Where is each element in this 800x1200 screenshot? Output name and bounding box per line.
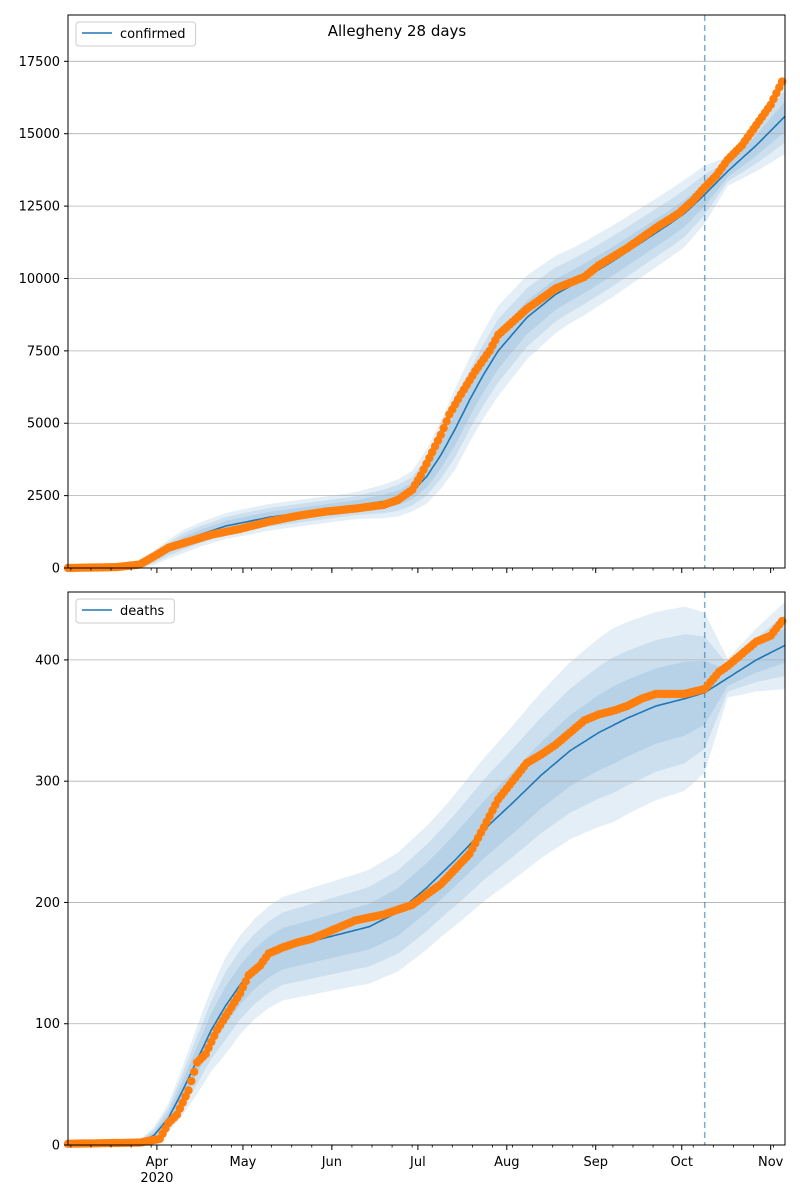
deaths-observed-point [190,1067,199,1077]
confirmed-legend: confirmed [75,21,197,47]
deaths-legend-label: deaths [120,604,165,619]
deaths-axes-frame [67,591,786,1146]
x-year-label: 2020 [140,1171,173,1186]
x-month-label: Jun [321,1155,342,1170]
confirmed-x-ticks [70,568,774,573]
confirmed-y-tick-label: 15000 [19,127,60,142]
deaths-x-ticks: Apr May Jun Jul Aug Sep Oct Nov [70,1145,784,1170]
confirmed-y-tick-label: 5000 [27,417,60,432]
deaths-observed-point [777,616,787,626]
deaths-y-tick-label: 100 [35,1017,60,1032]
confirmed-y-tick-label: 0 [52,562,60,577]
confirmed-y-tick-label: 7500 [27,344,60,359]
deaths-y-tick-label: 300 [35,775,60,790]
deaths-observed-points [63,616,787,1149]
confirmed-axes-frame [67,14,786,569]
deaths-band-0 [68,601,785,1145]
deaths-legend-box [75,598,175,624]
deaths-band-2 [68,627,785,1144]
confirmed-observed-point [777,77,787,86]
x-month-label: May [230,1155,257,1170]
confirmed-y-ticks: 0 2500 5000 7500 10000 12500 15000 17500 [19,55,68,577]
deaths-observed-point [187,1076,196,1086]
deaths-y-tick-label: 200 [35,896,60,911]
confirmed-observed-points [63,77,787,573]
confirmed-axes [67,14,786,569]
x-month-label: Oct [671,1155,693,1170]
x-month-label: Sep [583,1155,608,1170]
confirmed-legend-label: confirmed [120,27,186,42]
confirmed-observed-point [439,423,448,433]
confirmed-y-tick-label: 12500 [19,200,60,215]
confirmed-y-tick-label: 10000 [19,272,60,287]
deaths-panel: 0 100 200 300 400 Apr May Jun Jul Aug Sep Oct Nov d… [35,591,787,1186]
confirmed-legend-box [75,21,197,47]
deaths-uncertainty-bands [68,601,785,1145]
x-month-label: Jul [409,1155,426,1170]
confirmed-y-tick-label: 2500 [27,489,60,504]
deaths-band-1 [68,614,785,1145]
figure-title: Allegheny 28 days [328,22,467,40]
deaths-y-ticks: 0 100 200 300 400 [35,653,68,1154]
x-month-label: Aug [494,1155,519,1170]
confirmed-y-tick-label: 17500 [19,55,60,70]
confirmed-observed-point [442,417,451,426]
deaths-legend: deaths [75,598,175,624]
confirmed-band-2 [68,101,785,568]
deaths-y-tick-label: 0 [52,1139,60,1154]
x-month-label: Nov [758,1155,784,1170]
confirmed-observed-point [436,430,445,439]
deaths-axes [67,591,786,1146]
deaths-y-tick-label: 400 [35,653,60,668]
deaths-observed-point [184,1086,193,1095]
x-month-label: Apr [146,1155,169,1170]
confirmed-panel: 0 2500 5000 7500 10000 12500 15000 17500 confir… [19,14,787,577]
